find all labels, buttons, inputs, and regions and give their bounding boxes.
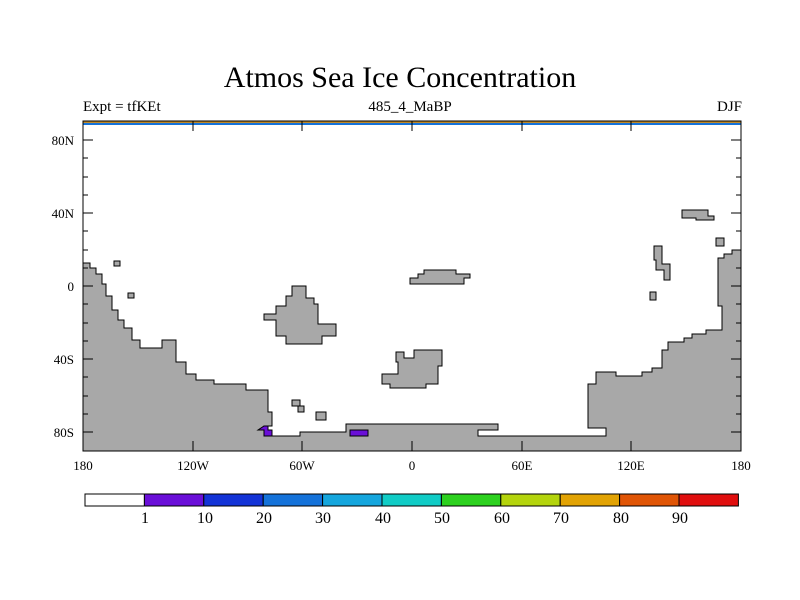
colorbar-box [559, 493, 621, 507]
southern-continent [82, 249, 742, 452]
y-tick-labels: 80N 40N 0 40S 80S [52, 133, 75, 440]
colorbar-label: 70 [553, 510, 569, 527]
axis-ticks [83, 121, 741, 451]
colorbar-box [678, 493, 739, 507]
x-tick-label: 180 [73, 458, 93, 473]
island [649, 291, 657, 301]
colorbar-box [84, 493, 145, 507]
x-tick-label: 180 [731, 458, 751, 473]
colorbar-label: 80 [613, 510, 629, 527]
central-landmass [263, 285, 337, 345]
experiment-label: Expt = tfKEt [83, 99, 161, 115]
colorbar-box [619, 493, 680, 507]
colorbar-label: 60 [494, 510, 510, 527]
x-tick-labels: 180 120W 60W 0 60E 120E 180 [73, 458, 751, 473]
sea-ice-cells [256, 425, 369, 437]
island [315, 411, 327, 421]
colorbar-label: 90 [672, 510, 688, 527]
x-tick-label: 60W [289, 458, 315, 473]
south-atlantic-landmass [381, 349, 443, 389]
period-label: 485_4_MaBP [368, 99, 452, 115]
x-tick-label: 0 [409, 458, 416, 473]
colorbar-labels: 1 10 20 30 40 50 60 70 80 90 [141, 510, 688, 527]
colorbar-label: 20 [256, 510, 272, 527]
colorbar-label: 30 [315, 510, 331, 527]
ice-cell [256, 425, 273, 437]
x-tick-label: 120E [617, 458, 645, 473]
y-tick-label: 0 [68, 279, 75, 294]
colorbar-label: 40 [375, 510, 391, 527]
equatorial-island [409, 269, 471, 285]
ice-cell [349, 429, 369, 437]
colorbar-label: 1 [141, 510, 149, 527]
y-tick-label: 40S [54, 352, 74, 367]
y-tick-label: 80S [54, 425, 74, 440]
colorbar-box [381, 493, 442, 507]
y-tick-label: 40N [52, 206, 75, 221]
east-island-chain [653, 245, 671, 281]
map-title: Atmos Sea Ice Concentration [223, 61, 577, 94]
colorbar-box [143, 493, 205, 507]
colorbar-label: 10 [197, 510, 213, 527]
land-masses [82, 209, 742, 452]
x-tick-label: 120W [177, 458, 210, 473]
island [297, 405, 305, 413]
colorbar-box [440, 493, 502, 507]
colorbar-box [322, 493, 383, 507]
colorbar-box [500, 493, 561, 507]
season-label: DJF [716, 99, 742, 115]
island [291, 399, 301, 407]
island [113, 260, 121, 267]
colorbar-box [262, 493, 324, 507]
y-tick-label: 80N [52, 133, 75, 148]
colorbar-box [203, 493, 264, 507]
x-tick-label: 60E [512, 458, 533, 473]
colorbar-boxes [84, 493, 739, 507]
island [127, 292, 135, 299]
east-island-north [681, 209, 715, 221]
island [715, 237, 725, 247]
colorbar: 1 10 20 30 40 50 60 70 80 90 [84, 493, 739, 527]
colorbar-label: 50 [434, 510, 450, 527]
